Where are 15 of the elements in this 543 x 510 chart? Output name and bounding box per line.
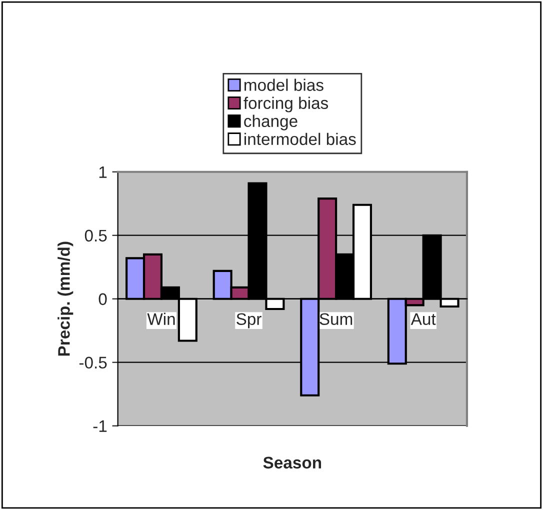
y-tick-label: 0	[98, 293, 107, 306]
legend-label: forcing bias	[244, 96, 328, 112]
x-tick-label: Sum	[320, 313, 352, 325]
x-axis-title: Season	[263, 456, 322, 469]
x-tick-label: Win	[147, 312, 175, 325]
y-tick-label: -1	[93, 420, 107, 432]
x-tick-label: Spr	[236, 313, 262, 328]
x-tick-label: Aut	[410, 313, 436, 325]
y-tick-label: 0.5	[84, 230, 107, 242]
y-tick-label: 1	[99, 166, 107, 178]
legend-label: model bias	[244, 78, 324, 91]
legend-label: change	[244, 114, 298, 130]
y-axis-title: Precip. (mm/d)	[58, 242, 74, 356]
legend-label: intermodel bias	[244, 132, 356, 146]
y-tick-label: -0.5	[79, 356, 107, 369]
